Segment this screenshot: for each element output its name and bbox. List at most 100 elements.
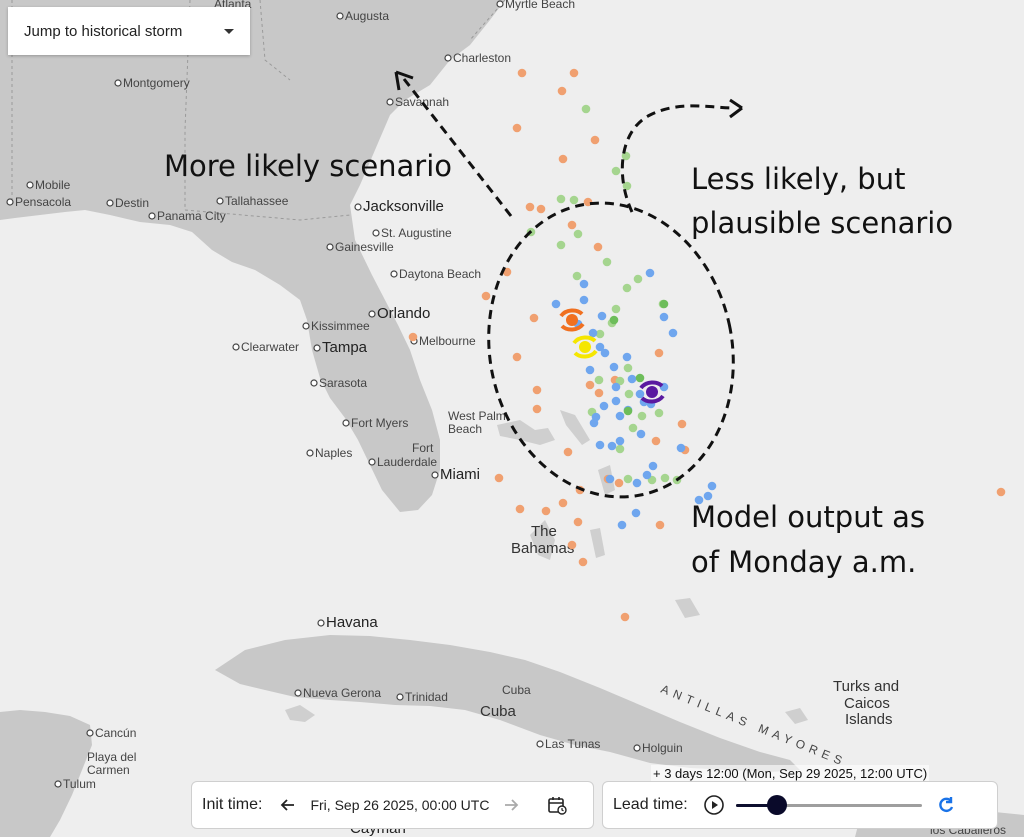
ensemble-point-blue	[551, 299, 561, 309]
ensemble-point-green	[573, 229, 583, 239]
city-label: West Palm	[448, 409, 506, 423]
storm-icon-yellow	[572, 335, 598, 359]
city-marker	[386, 98, 394, 106]
historical-storm-dropdown[interactable]: Jump to historical storm	[8, 7, 250, 55]
init-time-label: Init time:	[202, 796, 263, 813]
ensemble-point-dark-green	[659, 299, 669, 309]
city-marker	[326, 243, 334, 251]
city-marker	[372, 229, 380, 237]
ensemble-point-orange	[567, 540, 577, 550]
city-marker	[54, 780, 62, 788]
ensemble-point-dark-green	[609, 315, 619, 325]
ensemble-point-blue	[676, 443, 686, 453]
ensemble-point-blue	[605, 474, 615, 484]
ensemble-point-green	[569, 195, 579, 205]
land-yucatan	[0, 710, 92, 837]
chevron-down-icon	[224, 28, 234, 34]
ensemble-point-blue	[636, 429, 646, 439]
city-marker	[342, 419, 350, 427]
refresh-icon[interactable]	[934, 793, 958, 817]
ensemble-point-orange	[614, 478, 624, 488]
city-label: Cuba	[502, 683, 531, 697]
city-label: Tampa	[322, 339, 368, 356]
init-time-value: Fri, Sep 26 2025, 00:00 UTC	[310, 797, 490, 813]
ensemble-point-orange	[654, 348, 664, 358]
ensemble-point-blue	[707, 481, 717, 491]
land-bahamas-5	[590, 528, 605, 558]
ensemble-point-green	[611, 304, 621, 314]
lead-time-readout: + 3 days 12:00 (Mon, Sep 29 2025, 12:00 …	[651, 765, 930, 782]
ensemble-point-blue	[694, 495, 704, 505]
city-label: Fort Myers	[351, 416, 408, 430]
ensemble-point-green	[615, 444, 625, 454]
ensemble-point-blue	[659, 312, 669, 322]
city-marker	[310, 379, 318, 387]
storm-icon-purple	[639, 380, 665, 404]
ensemble-point-blue	[703, 491, 713, 501]
lead-time-slider[interactable]	[735, 795, 922, 815]
ensemble-point-orange	[594, 388, 604, 398]
land-usa	[0, 0, 505, 512]
ensemble-point-green	[581, 104, 591, 114]
ensemble-point-orange	[563, 447, 573, 457]
region-label: Turks and	[833, 678, 899, 695]
ensemble-point-green	[595, 329, 605, 339]
city-marker	[294, 689, 302, 697]
city-marker	[633, 744, 641, 752]
city-label: Gainesville	[335, 240, 394, 254]
city-marker	[232, 343, 240, 351]
ensemble-point-orange	[512, 352, 522, 362]
ensemble-point-green	[637, 411, 647, 421]
ensemble-point-blue	[622, 352, 632, 362]
ensemble-point-blue	[635, 389, 645, 399]
arrow-left-icon[interactable]	[276, 793, 300, 817]
ensemble-point-orange	[541, 506, 551, 516]
city-label: Melbourne	[419, 334, 476, 348]
ensemble-point-blue	[609, 362, 619, 372]
ensemble-point-orange	[590, 135, 600, 145]
slider-track	[735, 804, 922, 807]
play-icon[interactable]	[702, 793, 726, 817]
historical-storm-label: Jump to historical storm	[24, 22, 183, 40]
city-label: Beach	[448, 422, 482, 436]
ensemble-point-orange	[525, 202, 535, 212]
land-bahamas-2	[560, 410, 590, 445]
ensemble-point-orange	[573, 517, 583, 527]
state-borders	[11, 0, 506, 221]
city-label: Lauderdale	[377, 455, 437, 469]
ensemble-point-green	[624, 389, 634, 399]
ensemble-point-blue	[595, 342, 605, 352]
region-label: The	[531, 523, 557, 540]
ensemble-point-orange	[558, 498, 568, 508]
ensemble-point-orange	[557, 86, 567, 96]
ensemble-point-blue	[648, 461, 658, 471]
city-marker	[114, 79, 122, 87]
city-marker	[148, 212, 156, 220]
ensemble-point-orange	[585, 380, 595, 390]
city-label: Havana	[326, 614, 378, 631]
annotation-more-likely: More likely scenario	[164, 149, 452, 183]
city-label: Daytona Beach	[399, 267, 481, 281]
calendar-icon[interactable]	[545, 793, 569, 817]
arrow-right-icon[interactable]	[499, 793, 523, 817]
city-label: Myrtle Beach	[505, 0, 575, 11]
city-label: Augusta	[345, 9, 389, 23]
ensemble-point-blue	[668, 328, 678, 338]
slider-thumb[interactable]	[766, 795, 787, 815]
city-marker	[306, 449, 314, 457]
ensemble-point-orange	[677, 419, 687, 429]
ensemble-point-orange	[532, 385, 542, 395]
ensemble-point-blue	[645, 268, 655, 278]
city-marker	[302, 322, 310, 330]
city-marker	[106, 199, 114, 207]
city-label: Jacksonville	[363, 198, 444, 215]
land-bahamas-6	[675, 598, 700, 618]
ensemble-point-blue	[579, 295, 589, 305]
city-label: Holguin	[642, 741, 683, 755]
storm-icon-orange	[559, 308, 585, 332]
ensemble-point-orange	[517, 68, 527, 78]
city-label: Tulum	[63, 777, 96, 791]
ensemble-point-blue	[599, 401, 609, 411]
ensemble-point-green	[622, 283, 632, 293]
